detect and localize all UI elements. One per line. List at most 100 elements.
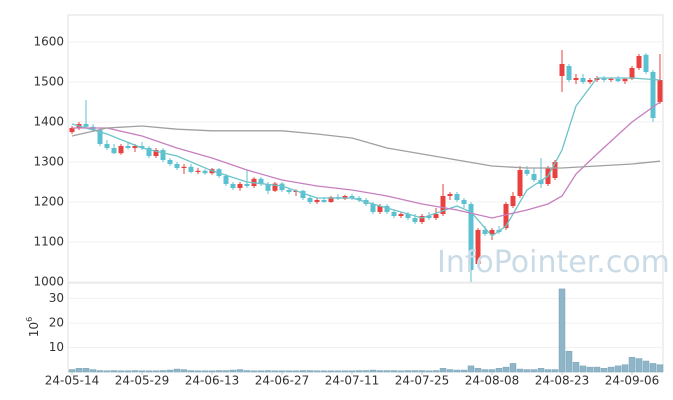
candle-body <box>384 206 390 212</box>
axis-label-base: 10 <box>27 322 41 337</box>
volume-bar <box>124 370 132 373</box>
volume-bar <box>425 370 433 373</box>
candle-body <box>615 78 621 82</box>
volume-bar <box>383 370 391 373</box>
volume-bar <box>278 370 286 373</box>
x-tick-label: 24-06-27 <box>255 374 309 388</box>
candle-body <box>174 164 180 168</box>
volume-bar <box>264 370 272 373</box>
x-tick-label: 24-05-14 <box>45 374 99 388</box>
volume-bar <box>145 370 153 373</box>
candle-body <box>405 214 411 218</box>
volume-bar <box>75 368 83 373</box>
volume-bar <box>89 369 97 373</box>
candle-body <box>307 198 313 202</box>
volume-bar <box>642 360 650 373</box>
volume-bar <box>222 370 230 373</box>
candle-body <box>118 146 124 154</box>
volume-bar <box>439 368 447 373</box>
candle-body <box>195 170 201 172</box>
volume-bar <box>299 370 307 373</box>
candle-body <box>440 196 446 214</box>
candle-body <box>622 78 628 82</box>
candle-body <box>391 212 397 216</box>
candle-body <box>419 216 425 222</box>
candle-body <box>538 180 544 184</box>
candle-body <box>146 148 152 156</box>
candle-body <box>258 178 264 184</box>
volume-bar <box>390 370 398 373</box>
candle-body <box>489 230 495 234</box>
volume-bar <box>579 365 587 373</box>
y-tick-label: 1600 <box>33 35 64 49</box>
candle-body <box>314 200 320 202</box>
y-tick-label: 1100 <box>33 235 64 249</box>
candle-body <box>286 190 292 192</box>
volume-bar <box>558 288 566 373</box>
volume-bar <box>152 370 160 373</box>
volume-bar <box>467 365 475 373</box>
volume-bar <box>201 370 209 373</box>
volume-frame <box>67 282 664 373</box>
volume-bar <box>355 370 363 373</box>
volume-bar <box>432 370 440 373</box>
candle-body <box>237 184 243 188</box>
candle-body <box>426 216 432 218</box>
candle-body <box>125 146 131 148</box>
volume-bar <box>649 363 657 373</box>
x-tick-label: 24-06-13 <box>185 374 239 388</box>
candle-body <box>377 206 383 212</box>
candle-body <box>321 200 327 202</box>
volume-bar <box>551 369 559 373</box>
candle-body <box>573 78 579 80</box>
candle-body <box>356 198 362 200</box>
y-tick-label: 30 <box>49 291 64 305</box>
volume-bar <box>586 366 594 373</box>
y-tick-label: 1000 <box>33 275 64 289</box>
candle-body <box>566 66 572 80</box>
candle-body <box>447 194 453 196</box>
volume-bar <box>348 370 356 373</box>
candle-body <box>202 170 208 174</box>
candle-body <box>223 176 229 184</box>
volume-bar <box>173 368 181 373</box>
volume-bar <box>635 358 643 373</box>
candle-body <box>650 72 656 118</box>
x-tick-label: 24-08-23 <box>535 374 589 388</box>
volume-bar <box>194 370 202 373</box>
x-tick-label: 24-07-11 <box>325 374 379 388</box>
candle-body <box>517 170 523 196</box>
moving-average-line <box>71 125 661 169</box>
volume-bar <box>418 370 426 373</box>
candle-body <box>104 144 110 148</box>
volume-bar <box>131 370 139 373</box>
candle-body <box>482 230 488 234</box>
candle-body <box>510 196 516 206</box>
volume-bar <box>628 357 636 373</box>
volume-bar <box>614 365 622 373</box>
candle-body <box>524 170 530 174</box>
x-tick-label: 24-08-08 <box>465 374 519 388</box>
watermark: InfoPointer.com <box>437 245 670 280</box>
candle-body <box>244 184 250 186</box>
volume-bar <box>236 369 244 373</box>
volume-bar <box>453 369 461 373</box>
candle-body <box>111 148 117 154</box>
volume-bar <box>537 368 545 373</box>
candle-body <box>300 190 306 198</box>
volume-bar <box>313 370 321 373</box>
candle-body <box>349 196 355 198</box>
volume-bar <box>208 370 216 373</box>
volume-bar <box>572 361 580 373</box>
moving-average-line <box>71 77 661 237</box>
volume-bar <box>593 366 601 373</box>
candle-body <box>503 204 509 228</box>
candle-body <box>629 68 635 79</box>
x-tick-label: 24-05-29 <box>115 374 169 388</box>
candle-body <box>587 80 593 82</box>
candle-body <box>230 184 236 188</box>
candle-body <box>398 214 404 216</box>
volume-bar <box>250 370 258 373</box>
